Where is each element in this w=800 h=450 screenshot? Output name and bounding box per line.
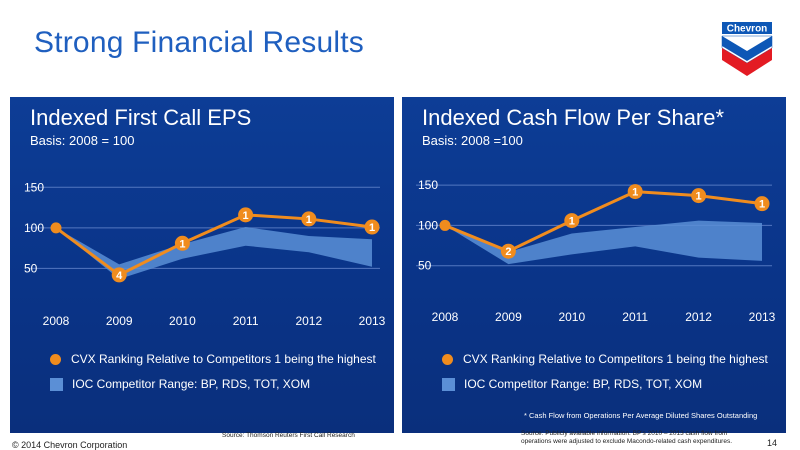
y-tick-label: 50: [418, 259, 432, 273]
panel-subtitle: Basis: 2008 = 100: [30, 133, 135, 148]
rank-label: 1: [369, 222, 375, 234]
x-tick-label: 2012: [685, 310, 712, 324]
x-tick-label: 2011: [233, 314, 259, 328]
x-tick-label: 2010: [558, 310, 585, 324]
source-note-eps: Source: Thomson Reuters First Call Resea…: [222, 432, 355, 439]
legend-item-cvx: CVX Ranking Relative to Competitors 1 be…: [442, 352, 768, 366]
cvx-point: [500, 243, 516, 259]
x-tick-label: 2011: [622, 310, 648, 324]
source-note-cashflow: Source: Publicly available information. …: [521, 430, 733, 445]
x-tick-label: 2009: [495, 310, 522, 324]
cvx-point: [238, 207, 254, 223]
y-tick-label: 150: [418, 178, 438, 192]
competitor-range-band: [56, 227, 372, 279]
legend-dot-icon: [442, 353, 453, 365]
panel-title: Indexed First Call EPS: [30, 105, 252, 130]
x-tick-label: 2009: [106, 314, 133, 328]
legend-item-ioc: IOC Competitor Range: BP, RDS, TOT, XOM: [442, 377, 702, 391]
x-tick-label: 2013: [359, 314, 386, 328]
y-tick-label: 150: [24, 180, 44, 194]
footnote: * Cash Flow from Operations Per Average …: [524, 411, 758, 420]
slide-title: Strong Financial Results: [34, 26, 364, 59]
legend-square-icon: [442, 377, 455, 391]
cvx-point: [174, 235, 190, 251]
panel-eps: Indexed First Call EPS Basis: 2008 = 100…: [10, 97, 394, 433]
legend-item-cvx: CVX Ranking Relative to Competitors 1 be…: [50, 352, 376, 366]
cvx-point: [439, 219, 451, 231]
rank-label: 2: [505, 246, 511, 258]
panel-cashflow: Indexed Cash Flow Per Share* Basis: 2008…: [402, 97, 786, 433]
legend-label: IOC Competitor Range: BP, RDS, TOT, XOM: [464, 377, 703, 391]
cvx-point: [754, 196, 770, 212]
competitor-range-band: [445, 220, 762, 265]
legend-label: CVX Ranking Relative to Competitors 1 be…: [463, 352, 768, 366]
legend-item-ioc: IOC Competitor Range: BP, RDS, TOT, XOM: [50, 377, 310, 391]
rank-label: 4: [116, 270, 123, 282]
rank-label: 1: [179, 238, 185, 250]
chevron-logo: Chevron: [721, 22, 773, 76]
x-tick-label: 2010: [169, 314, 196, 328]
page-number: 14: [767, 438, 778, 448]
cvx-point: [364, 219, 380, 235]
cvx-line: [55, 213, 373, 277]
rank-label: 1: [569, 216, 575, 228]
y-tick-label: 50: [24, 261, 38, 275]
cvx-line: [444, 190, 763, 253]
x-tick-label: 2008: [432, 310, 459, 324]
logo-text: Chevron: [727, 24, 768, 35]
legend-label: CVX Ranking Relative to Competitors 1 be…: [71, 352, 376, 366]
panel-title: Indexed Cash Flow Per Share*: [422, 105, 725, 130]
cvx-point: [627, 184, 643, 200]
cvx-point: [691, 188, 707, 204]
cvx-point: [564, 213, 580, 229]
rank-label: 1: [759, 199, 765, 211]
x-tick-label: 2012: [295, 314, 322, 328]
x-tick-label: 2008: [43, 314, 70, 328]
eps-chart: 50 100 150 2008 2009 2010 2011 2012 2013 4 1 1 1 1: [24, 180, 386, 328]
y-tick-label: 100: [24, 221, 44, 235]
rank-label: 1: [306, 214, 312, 226]
rank-label: 1: [243, 210, 249, 222]
legend-square-icon: [50, 377, 63, 391]
cashflow-chart: 50 100 150 2008 2009 2010 2011 2012 2013 2 1 1 1 1: [416, 178, 776, 324]
copyright: © 2014 Chevron Corporation: [12, 440, 128, 450]
legend-dot-icon: [50, 353, 61, 365]
rank-label: 1: [632, 187, 638, 199]
rank-label: 1: [696, 191, 702, 203]
cvx-point: [111, 267, 127, 283]
x-tick-label: 2013: [749, 310, 776, 324]
cvx-point: [50, 222, 62, 234]
panel-subtitle: Basis: 2008 =100: [422, 133, 523, 148]
cvx-point: [301, 211, 317, 227]
legend-label: IOC Competitor Range: BP, RDS, TOT, XOM: [72, 377, 311, 391]
y-tick-label: 100: [418, 218, 438, 232]
